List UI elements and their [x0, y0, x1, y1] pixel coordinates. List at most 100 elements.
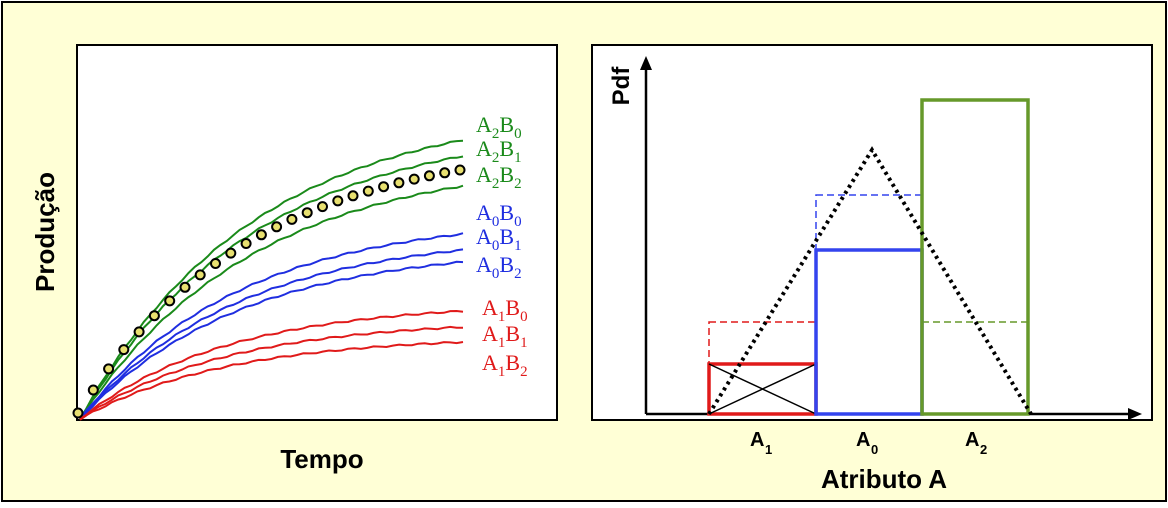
right-y-axis-label: Pdf [608, 66, 635, 106]
left-x-axis-label: Tempo [280, 444, 363, 474]
observed-marker [225, 247, 237, 259]
observed-marker [210, 258, 221, 269]
observed-marker [103, 363, 115, 375]
left-y-axis-label: Produção [30, 172, 60, 292]
observed-marker [240, 238, 252, 249]
observed-marker [179, 281, 191, 293]
observed-marker [72, 407, 84, 419]
series-label-part: A [482, 350, 498, 375]
series-label-part: 1 [498, 364, 506, 380]
curve-a2b1 [79, 155, 464, 421]
series-label-part: 2 [514, 176, 522, 192]
observed-data-markers [72, 164, 466, 419]
tick-a1-sub: 1 [765, 442, 772, 457]
series-label-a0b0: A0B0 [476, 200, 522, 230]
series-label-part: A [476, 112, 492, 137]
cross-line-2 [708, 363, 817, 415]
observed-marker [317, 201, 328, 213]
series-label-part: B [505, 295, 520, 320]
series-label-part: A [482, 321, 498, 346]
triangular-distribution [707, 146, 1033, 416]
series-label-a0b1: A0B1 [476, 224, 522, 254]
series-label-part: 0 [520, 309, 528, 325]
observed-marker [148, 310, 160, 322]
series-label-part: A [476, 162, 492, 187]
curve-a1b1 [79, 325, 463, 421]
observed-marker [286, 213, 298, 225]
tick-a0-main: A [856, 429, 870, 451]
series-label-a1b1: A1B1 [482, 321, 528, 351]
series-label-part: B [499, 224, 514, 249]
left-plot-area [76, 44, 558, 421]
observed-marker [454, 164, 466, 176]
observed-marker [393, 177, 405, 189]
series-label-part: A [476, 252, 492, 277]
series-label-a1b0: A1B0 [482, 295, 528, 325]
series-label-part: B [505, 321, 520, 346]
y-axis-arrow-icon [640, 56, 652, 70]
series-label-part: 1 [498, 309, 506, 325]
observed-marker [408, 173, 420, 185]
series-label-part: 0 [492, 214, 500, 230]
series-label-part: B [499, 252, 514, 277]
tick-a1: A 1 [750, 429, 772, 457]
series-label-part: 2 [514, 266, 522, 282]
series-label-part: A [476, 200, 492, 225]
curve-a0b2 [79, 260, 464, 419]
series-label-a2b0: A2B0 [476, 112, 522, 142]
observed-marker [301, 207, 313, 219]
observed-marker [378, 181, 390, 193]
observed-marker [118, 344, 130, 356]
tick-a0: A 0 [856, 429, 878, 457]
series-label-a0b2: A0B2 [476, 252, 522, 282]
x-axis-arrow-icon [1128, 408, 1142, 420]
series-label-part: B [505, 350, 520, 375]
series-label-part: B [499, 162, 514, 187]
observed-marker [164, 295, 176, 307]
series-label-a2b1: A2B1 [476, 136, 522, 166]
curve-a2b0 [79, 139, 464, 420]
curve-a0b0 [79, 232, 464, 420]
series-label-part: 1 [514, 150, 522, 166]
series-label-part: A [476, 136, 492, 161]
observed-marker [194, 269, 206, 281]
observed-marker [439, 167, 451, 179]
tick-a2-sub: 2 [980, 442, 987, 457]
right-panel: A 1 A 0 A 2 Atributo A Pdf [591, 44, 1153, 494]
observed-marker [255, 229, 267, 241]
curve-a0b1 [79, 248, 464, 420]
observed-marker [362, 185, 374, 197]
series-label-part: B [499, 112, 514, 137]
series-label-part: 2 [492, 150, 500, 166]
series-label-part: B [499, 200, 514, 225]
curve-a2b2 [79, 184, 464, 421]
series-label-part: 0 [492, 266, 500, 282]
series-label-part: 2 [492, 176, 500, 192]
series-label-part: A [476, 224, 492, 249]
observed-marker [87, 384, 99, 396]
series-label-part: 0 [514, 214, 522, 230]
series-label-part: 2 [520, 364, 528, 380]
observed-marker [332, 195, 344, 207]
series-label-part: 2 [492, 126, 500, 142]
left-curves [79, 139, 464, 421]
series-label-part: 1 [520, 335, 528, 351]
tick-a1-main: A [750, 429, 764, 451]
right-x-axis-label: Atributo A [821, 464, 947, 494]
observed-marker [133, 326, 145, 338]
series-label-part: 1 [498, 335, 506, 351]
series-label-part: B [499, 136, 514, 161]
curve-a1b2 [79, 341, 464, 421]
observed-marker [347, 190, 359, 202]
series-label-part: A [482, 295, 498, 320]
series-label-part: 0 [492, 238, 500, 254]
right-plot-area [591, 44, 1153, 421]
series-label-a1b2: A1B2 [482, 350, 528, 380]
tick-a0-sub: 0 [871, 442, 878, 457]
series-label-part: 0 [514, 126, 522, 142]
series-label-a2b2: A2B2 [476, 162, 522, 192]
